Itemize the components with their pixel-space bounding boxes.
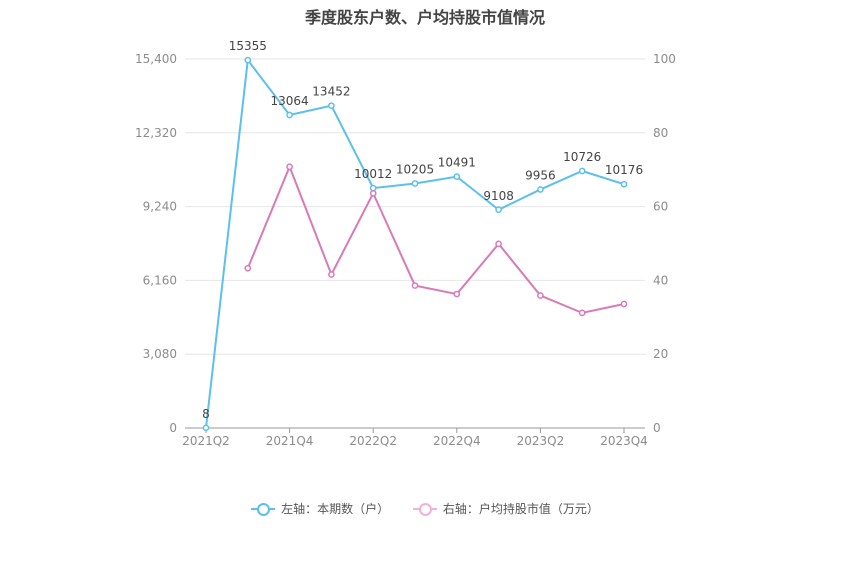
y-left-tick-label: 12,320	[135, 126, 177, 140]
y-right-tick-label: 100	[653, 52, 676, 66]
legend-item-right-series[interactable]: 右轴：户均持股市值（万元）	[412, 500, 599, 517]
y-left-tick-label: 0	[169, 421, 177, 435]
data-point-right	[620, 300, 628, 308]
data-point-right	[495, 240, 502, 248]
series-line-left	[205, 57, 625, 428]
x-tick-label: 2022Q2	[349, 434, 397, 448]
y-right-tick-label: 60	[653, 200, 668, 214]
legend-swatch-left-icon	[251, 502, 276, 516]
data-point-left	[202, 424, 210, 432]
data-point-left	[244, 56, 252, 64]
data-label: 10205	[396, 162, 434, 176]
data-label: 9108	[483, 189, 514, 203]
y-left-tick-label: 9,240	[143, 200, 177, 214]
data-label: 10176	[605, 163, 643, 177]
y-right-tick-label: 20	[653, 347, 668, 361]
legend-label-right-series: 右轴：户均持股市值（万元）	[442, 502, 599, 516]
data-point-left	[328, 102, 335, 110]
data-point-left	[453, 173, 461, 180]
chart-title: 季度股东户数、户均持股市值情况	[304, 8, 545, 27]
legend-label-left-series: 左轴：本期数（户）	[281, 502, 390, 516]
series-line-right	[246, 164, 625, 314]
legend: 左轴：本期数（户） 右轴：户均持股市值（万元）	[0, 500, 850, 519]
data-point-right	[244, 264, 252, 272]
data-point-right	[369, 189, 377, 197]
x-tick-label: 2021Q4	[266, 434, 314, 448]
data-label: 9956	[525, 168, 556, 182]
data-label: 10726	[563, 150, 601, 164]
data-point-right	[537, 292, 544, 299]
y-left-tick-label: 3,080	[143, 347, 177, 361]
data-point-left	[578, 167, 586, 175]
legend-item-left-series[interactable]: 左轴：本期数（户）	[251, 500, 389, 517]
data-point-left	[537, 186, 544, 193]
x-tick-label: 2022Q4	[433, 434, 481, 448]
data-label: 8	[202, 407, 210, 421]
y-right-tick-label: 40	[653, 273, 668, 287]
data-point-left	[286, 111, 293, 119]
data-point-left	[411, 180, 419, 187]
legend-swatch-right-icon	[412, 502, 437, 516]
y-left-tick-label: 6,160	[143, 273, 177, 287]
x-tick-label: 2021Q2	[182, 434, 230, 448]
data-point-left	[495, 206, 502, 214]
y-right-tick-label: 0	[653, 421, 661, 435]
x-tick-label: 2023Q4	[600, 434, 648, 448]
data-point-right	[411, 282, 419, 289]
y-right-tick-label: 80	[653, 126, 668, 140]
x-tick-label: 2023Q2	[517, 434, 565, 448]
data-point-right	[328, 271, 335, 278]
data-label: 10491	[438, 156, 476, 170]
data-label: 15355	[229, 39, 267, 53]
data-label: 10012	[354, 167, 392, 181]
data-point-right	[286, 163, 293, 171]
data-label: 13452	[312, 85, 350, 99]
data-point-left	[369, 184, 377, 192]
data-point-right	[578, 309, 586, 317]
y-left-tick-label: 15,400	[135, 52, 177, 66]
data-label: 13064	[271, 94, 309, 108]
data-point-left	[620, 180, 628, 188]
data-point-right	[453, 290, 461, 298]
